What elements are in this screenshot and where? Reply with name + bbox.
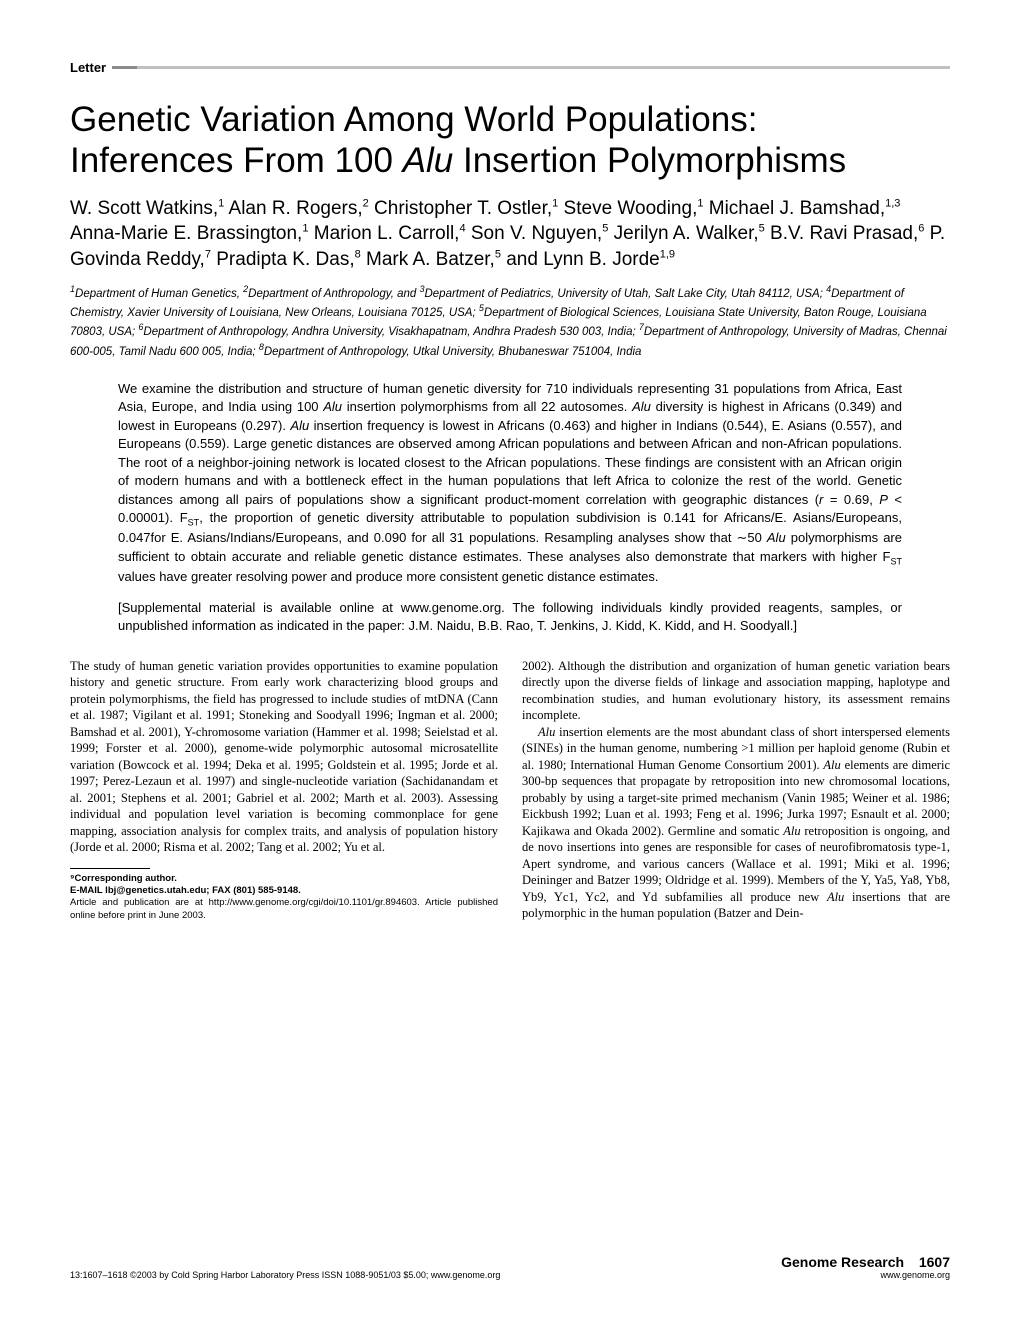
right-column: 2002). Although the distribution and org… [522,658,950,922]
section-label: Letter [70,60,106,75]
footnote-block: ⁹Corresponding author. E-MAIL lbj@geneti… [70,873,498,922]
title-line2-post: Insertion Polymorphisms [453,141,846,180]
title-line2-italic: Alu [403,141,454,180]
body-right-p2: Alu insertion elements are the most abun… [522,724,950,922]
journal-name: Genome Research [781,1254,904,1270]
page-footer: 13:1607–1618 ©2003 by Cold Spring Harbor… [70,1254,950,1280]
author-list: W. Scott Watkins,1 Alan R. Rogers,2 Chri… [70,196,950,273]
footer-right: Genome Research 1607 www.genome.org [781,1254,950,1280]
body-right-p1: 2002). Although the distribution and org… [522,658,950,724]
letter-header: Letter [70,60,950,75]
abstract-block: We examine the distribution and structur… [118,380,902,636]
page-number: 1607 [919,1254,950,1270]
supplemental-note: [Supplemental material is available onli… [118,599,902,636]
footer-copyright: 13:1607–1618 ©2003 by Cold Spring Harbor… [70,1270,500,1280]
corresponding-author: ⁹Corresponding author. [70,873,498,885]
corresponding-email: E-MAIL lbj@genetics.utah.edu; FAX (801) … [70,885,498,897]
journal-url: www.genome.org [781,1270,950,1280]
header-rule [112,66,950,69]
body-left-p1: The study of human genetic variation pro… [70,658,498,856]
footnote-separator [70,868,150,869]
title-line1: Genetic Variation Among World Population… [70,100,757,139]
body-columns: The study of human genetic variation pro… [70,658,950,922]
publication-info: Article and publication are at http://ww… [70,897,498,922]
abstract-text: We examine the distribution and structur… [118,380,902,587]
title-line2-pre: Inferences From 100 [70,141,403,180]
article-title: Genetic Variation Among World Population… [70,99,950,182]
left-column: The study of human genetic variation pro… [70,658,498,922]
affiliations: 1Department of Human Genetics, 2Departme… [70,283,950,360]
